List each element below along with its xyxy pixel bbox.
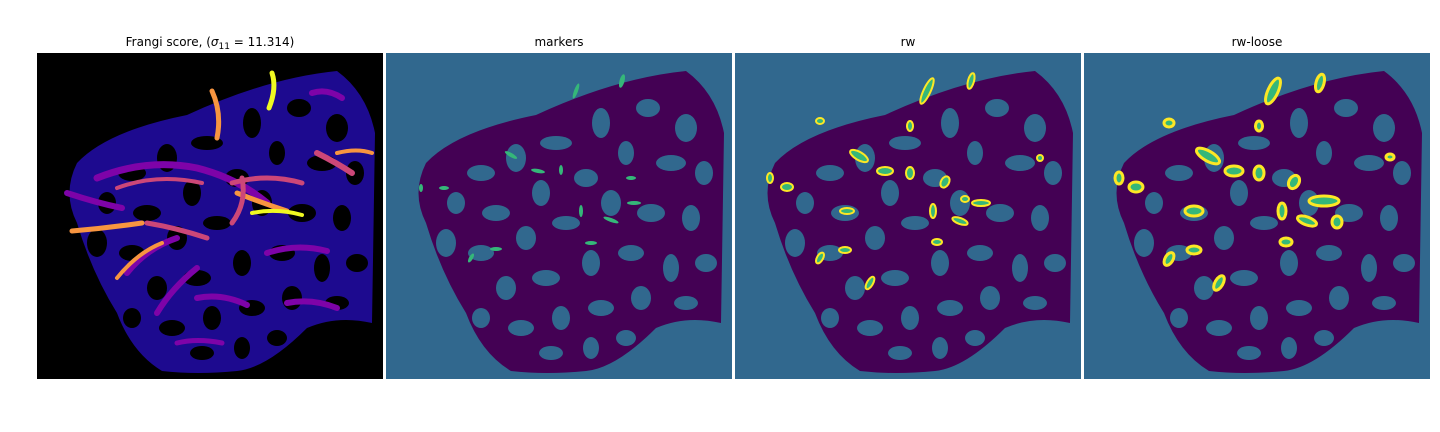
markers-title: markers <box>534 35 584 49</box>
frangi-title: Frangi score, (σ11 = 11.314) <box>125 35 295 52</box>
markers-plot <box>386 53 732 379</box>
markers-image <box>386 53 732 379</box>
rw-image <box>735 53 1081 379</box>
rw-plot <box>735 53 1081 379</box>
rw-loose-title: rw-loose <box>1231 35 1283 49</box>
rw-loose-plot <box>1084 53 1430 379</box>
frangi-image <box>37 53 383 379</box>
rw-title: rw <box>900 35 916 49</box>
frangi-plot <box>37 53 383 379</box>
rw-loose-image <box>1084 53 1430 379</box>
